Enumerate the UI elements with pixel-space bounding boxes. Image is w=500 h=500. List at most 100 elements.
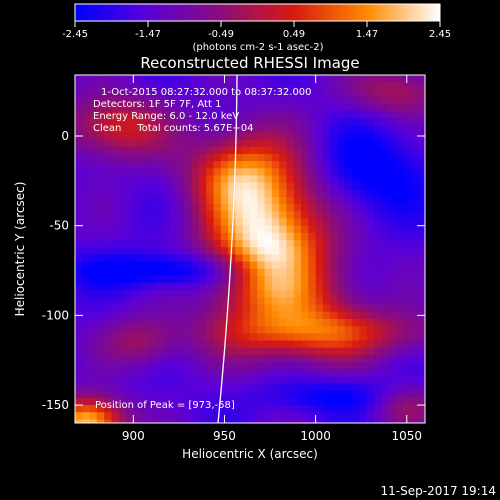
heatmap-cell [184,110,193,119]
heatmap-cell [395,397,404,406]
heatmap-cell [228,204,237,212]
heatmap-cell [140,340,149,349]
heatmap-cell [184,326,193,334]
heatmap-cell [388,318,397,327]
heatmap-cell [264,225,273,234]
heatmap-cell [271,254,280,263]
heatmap-cell [228,354,237,363]
heatmap-cell [213,218,222,227]
heatmap-cell [344,304,353,313]
heatmap-cell [344,139,353,148]
heatmap-cell [359,182,368,191]
heatmap-cell [111,139,120,148]
heatmap-cell [111,333,120,342]
heatmap-cell [155,247,164,255]
heatmap-cell [126,304,134,313]
heatmap-cell [373,397,382,406]
heatmap-cell [352,240,360,248]
heatmap-cell [373,354,382,363]
heatmap-cell [381,362,390,370]
heatmap-cell [126,354,134,363]
heatmap-cell [104,412,113,421]
heatmap-cell [286,204,295,212]
heatmap-cell [257,125,266,134]
heatmap-cell [147,110,156,119]
heatmap-cell [242,376,251,385]
heatmap-cell [111,75,120,83]
heatmap-cell [198,268,207,277]
heatmap-cell [162,96,171,105]
heatmap-cell [177,362,185,370]
heatmap-cell [381,196,390,205]
heatmap-cell [257,232,266,241]
heatmap-cell [308,82,317,90]
heatmap-cell [148,427,156,435]
heatmap-cell [264,304,273,313]
heatmap-cell [425,355,433,363]
heatmap-cell [169,153,178,162]
heatmap-cell [395,369,404,377]
heatmap-cell [359,161,368,169]
heatmap-cell [352,139,360,148]
heatmap-cell [155,397,164,406]
heatmap-cell [344,354,353,363]
heatmap-cell [104,168,113,177]
heatmap-cell [330,304,339,313]
heatmap-cell [403,103,412,112]
heatmap-cell [206,397,215,406]
heatmap-cell [147,240,156,248]
heatmap-cell [133,333,142,342]
heatmap-cell [133,390,142,399]
heatmap-cell [126,118,134,126]
heatmap-cell [162,110,171,119]
heatmap-cell [286,427,294,435]
heatmap-cell [344,290,353,299]
heatmap-cell [381,405,390,413]
heatmap-cell [359,376,368,385]
heatmap-cell [198,204,207,212]
heatmap-cell [337,153,346,162]
heatmap-cell [359,318,368,327]
heatmap-cell [250,225,258,234]
heatmap-cell [366,161,375,169]
heatmap-cell [250,419,258,423]
heatmap-cell [308,182,317,191]
heatmap-cell [373,153,382,162]
heatmap-cell [177,333,185,342]
heatmap-cell [293,268,302,277]
heatmap-cell [330,103,339,112]
heatmap-cell [162,419,171,423]
heatmap-cell [373,75,382,83]
heatmap-cell [388,161,397,169]
heatmap-cell [250,427,258,435]
heatmap-cell [199,427,207,435]
heatmap-cell [184,369,193,377]
heatmap-cell [286,89,295,98]
heatmap-cell [235,196,244,205]
x-tick-label: 900 [122,429,145,443]
heatmap-cell [264,204,273,212]
heatmap-cell [403,311,412,320]
heatmap-cell [271,362,280,370]
heatmap-cell [155,254,164,263]
heatmap-cell [257,275,266,284]
heatmap-cell [75,340,83,349]
heatmap-cell [235,161,244,169]
heatmap-cell [395,412,404,421]
heatmap-cell [118,175,127,184]
heatmap-cell [75,268,83,277]
heatmap-cell [403,261,412,270]
heatmap-cell [250,297,258,306]
heatmap-cell [213,261,222,270]
heatmap-cell [177,254,185,263]
heatmap-cell [381,283,390,291]
heatmap-cell [264,125,273,134]
heatmap-cell [315,189,324,198]
heatmap-cell [220,196,229,205]
heatmap-cell [191,75,200,83]
heatmap-cell [118,254,127,263]
heatmap-cell [322,153,331,162]
heatmap-cell [147,225,156,234]
heatmap-cell [235,275,244,284]
heatmap-cell [330,211,339,220]
